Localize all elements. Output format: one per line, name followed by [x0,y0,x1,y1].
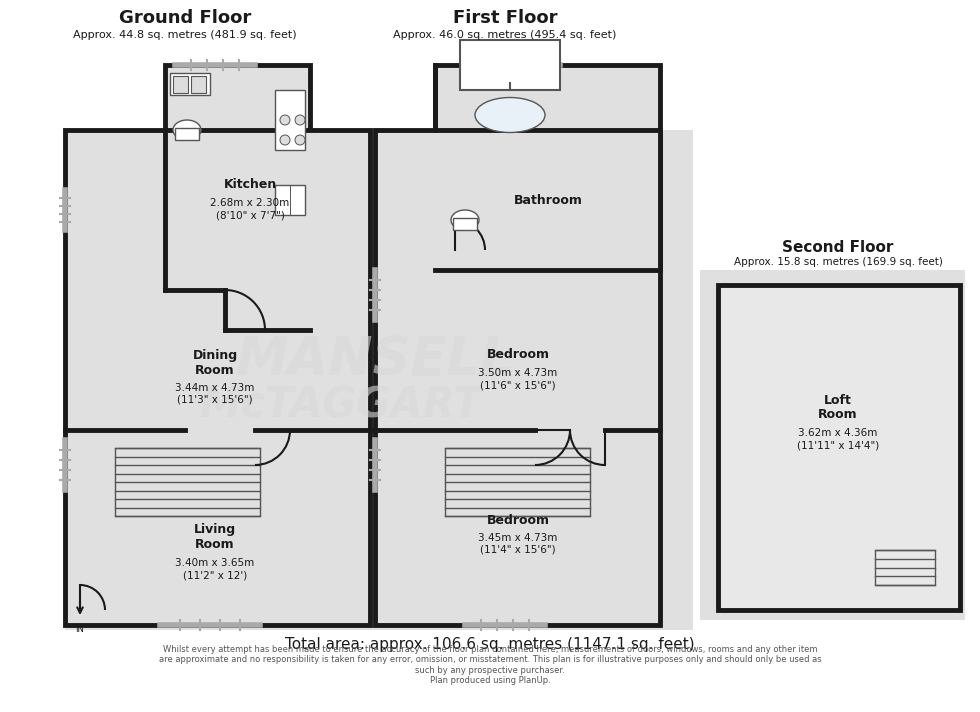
Bar [700,270,965,620]
Text: Ground Floor: Ground Floor [119,9,251,27]
Ellipse shape [451,210,479,230]
Text: 2.68m x 2.30m: 2.68m x 2.30m [211,198,290,208]
Text: Kitchen: Kitchen [223,179,276,192]
Bar [170,73,210,95]
Circle shape [295,115,305,125]
Bar [65,130,370,625]
Text: (11'2" x 12'): (11'2" x 12') [183,570,247,580]
Text: (11'4" x 15'6"): (11'4" x 15'6") [480,545,556,555]
Text: Approx. 46.0 sq. metres (495.4 sq. feet): Approx. 46.0 sq. metres (495.4 sq. feet) [393,30,616,40]
Text: 3.62m x 4.36m: 3.62m x 4.36m [799,428,878,438]
Text: (11'6" x 15'6"): (11'6" x 15'6") [480,380,556,390]
Text: Dining: Dining [192,348,237,362]
Text: 3.45m x 4.73m: 3.45m x 4.73m [478,533,558,543]
Text: 3.50m x 4.73m: 3.50m x 4.73m [478,368,558,378]
Text: (8'10" x 7'7"): (8'10" x 7'7") [216,210,284,220]
Bar [191,76,206,93]
Ellipse shape [475,98,545,132]
Bar [165,65,310,290]
Circle shape [295,135,305,145]
Text: Room: Room [818,409,858,422]
Text: Loft: Loft [824,394,852,407]
Bar [460,40,560,90]
Bar [375,130,660,625]
Text: Second Floor: Second Floor [782,241,894,256]
Circle shape [280,115,290,125]
Text: (11'3" x 15'6"): (11'3" x 15'6") [177,395,253,405]
Bar [175,128,199,140]
Text: Room: Room [195,364,235,377]
Text: Room: Room [195,538,235,552]
Bar [275,185,305,215]
Text: Approx. 15.8 sq. metres (169.9 sq. feet): Approx. 15.8 sq. metres (169.9 sq. feet) [734,257,943,267]
Text: Approx. 44.8 sq. metres (481.9 sq. feet): Approx. 44.8 sq. metres (481.9 sq. feet) [74,30,297,40]
Text: Living: Living [194,523,236,537]
Text: McTAGGART: McTAGGART [199,384,481,426]
Bar [875,550,935,585]
Ellipse shape [173,120,201,140]
Text: (11'11" x 14'4"): (11'11" x 14'4") [797,440,879,450]
Text: Whilst every attempt has been made to ensure the accuracy of the floor plan cont: Whilst every attempt has been made to en… [159,645,821,685]
Text: Bedroom: Bedroom [486,513,550,526]
Bar [718,285,960,610]
Text: 3.40m x 3.65m: 3.40m x 3.65m [175,558,255,568]
Text: Total area: approx. 106.6 sq. metres (1147.1 sq. feet): Total area: approx. 106.6 sq. metres (11… [285,637,695,651]
Bar [65,130,693,630]
Text: First Floor: First Floor [453,9,558,27]
Text: Bedroom: Bedroom [486,348,550,362]
Bar [173,76,188,93]
Text: 3.44m x 4.73m: 3.44m x 4.73m [175,383,255,393]
Bar [115,448,260,516]
Bar [435,65,660,270]
Circle shape [280,135,290,145]
Bar [445,448,590,516]
Bar [275,90,305,150]
Text: IN: IN [75,626,84,634]
Text: Bathroom: Bathroom [514,194,582,206]
Text: MANSELL: MANSELL [235,334,514,386]
Bar [453,218,477,230]
